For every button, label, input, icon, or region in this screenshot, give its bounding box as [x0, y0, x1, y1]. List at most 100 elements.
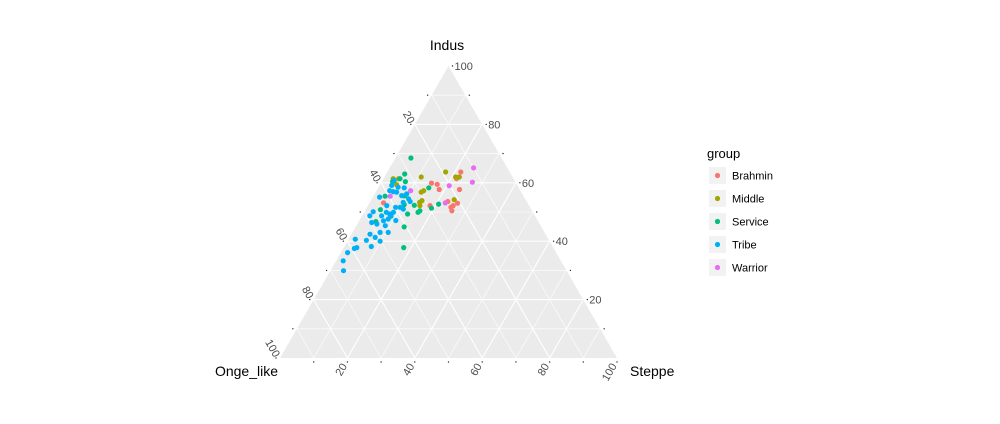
data-point-tribe [400, 199, 406, 205]
gridline-onge [397, 153, 517, 359]
data-point-tribe [388, 213, 394, 219]
data-point-tribe [372, 234, 378, 240]
tick-label-indus: 100 [455, 61, 473, 73]
data-point-middle [453, 174, 459, 180]
data-point-tribe [393, 217, 399, 224]
gridline-onge [330, 270, 382, 359]
legend-title: group [707, 146, 740, 161]
legend-label-middle: Middle [732, 194, 764, 206]
tick-label-steppe: 80 [536, 362, 553, 379]
data-point-tribe [377, 229, 383, 235]
data-point-warrior [442, 200, 448, 206]
tick-mark [548, 361, 551, 363]
gridline-steppe [583, 328, 601, 359]
tick-mark [447, 361, 450, 363]
data-point-brahmin [449, 208, 455, 214]
tick-mark [393, 152, 395, 155]
data-point-service [411, 202, 417, 208]
data-point-tribe [377, 194, 383, 200]
tick-label-indus: 40 [556, 236, 568, 248]
data-point-service [408, 155, 414, 161]
data-point-tribe [370, 209, 376, 215]
tick-mark [468, 94, 471, 96]
data-point-brahmin [455, 200, 461, 206]
tick-mark [569, 269, 572, 272]
tick-mark [414, 361, 416, 363]
tick-mark [519, 182, 521, 184]
tick-label-steppe: 60 [468, 362, 485, 379]
legend-dot-middle [714, 195, 721, 202]
gridline-onge [431, 95, 584, 359]
data-point-middle [451, 197, 457, 203]
data-point-tribe [401, 185, 407, 191]
data-point-tribe [352, 236, 358, 242]
tick-mark [359, 211, 361, 213]
data-point-tribe [397, 204, 403, 210]
data-point-tribe [367, 213, 373, 219]
data-point-tribe [380, 218, 387, 224]
gridline-steppe [515, 270, 567, 359]
data-point-brahmin [450, 203, 456, 209]
legend: group Brahmin Middle Service Tribe Warrior [707, 146, 773, 276]
data-point-tribe [363, 237, 369, 243]
data-point-tribe [368, 243, 374, 250]
tick-label-indus: 20 [589, 295, 601, 307]
tick-label-onge: 20 [400, 109, 417, 126]
data-point-brahmin [434, 181, 440, 187]
data-point-tribe [389, 182, 395, 188]
legend-label-warrior: Warrior [732, 263, 768, 275]
legend-dot-tribe [714, 241, 721, 248]
tick-mark [325, 269, 328, 272]
tick-label-onge: 80 [299, 284, 316, 301]
tick-mark [502, 152, 504, 155]
data-point-brahmin [436, 186, 442, 193]
tick-label-onge: 40 [366, 168, 383, 185]
legend-label-service: Service [732, 217, 769, 229]
data-point-tribe [351, 245, 357, 252]
data-point-tribe [404, 191, 410, 197]
data-point-tribe [340, 258, 346, 264]
legend-dot-warrior [714, 264, 721, 271]
data-point-service [402, 179, 408, 185]
axis-title-left: Onge_like [215, 363, 278, 379]
data-point-brahmin [458, 169, 464, 175]
tick-mark [309, 298, 311, 301]
data-point-middle [421, 188, 427, 194]
gridline-steppe [380, 153, 500, 359]
data-point-middle [443, 169, 449, 175]
data-point-tribe [369, 219, 375, 226]
tick-mark [346, 361, 349, 363]
tick-label-indus: 80 [488, 119, 500, 131]
data-point-service [401, 224, 407, 230]
data-point-service [428, 205, 435, 211]
data-point-tribe [382, 223, 388, 229]
gridline-steppe [448, 211, 534, 359]
tick-mark [481, 361, 483, 363]
tick-label-steppe: 100 [600, 362, 620, 384]
tick-mark [380, 361, 382, 363]
data-point-tribe [374, 221, 380, 227]
data-point-tribe [367, 231, 373, 237]
tick-mark [292, 328, 294, 330]
data-point-service [405, 211, 411, 217]
data-point-service [402, 171, 408, 177]
tick-mark [536, 211, 538, 213]
tick-mark [275, 357, 277, 359]
tick-label-steppe: 40 [401, 362, 418, 379]
tick-mark [342, 240, 345, 242]
axis-title-top: Indus [430, 37, 464, 53]
tick-mark [410, 123, 412, 126]
gridline-steppe [481, 240, 551, 359]
tick-mark [313, 361, 315, 363]
data-point-warrior [446, 183, 452, 189]
data-point-tribe [394, 189, 400, 195]
tick-mark [376, 182, 378, 184]
data-point-tribe [393, 204, 399, 210]
data-point-middle [419, 198, 425, 204]
gridline-onge [346, 240, 416, 359]
data-point-tribe [395, 184, 401, 190]
legend-label-tribe: Tribe [732, 240, 757, 252]
tick-mark [582, 361, 584, 363]
data-point-tribe [399, 193, 405, 199]
